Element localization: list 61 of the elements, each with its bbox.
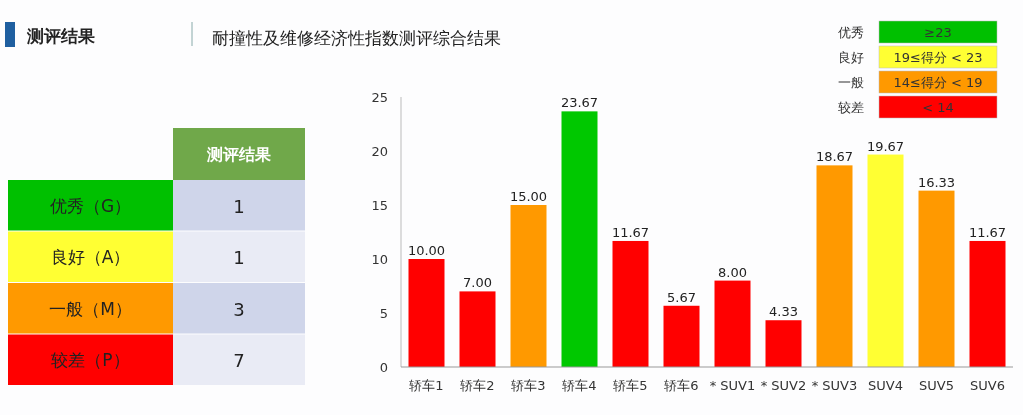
text: ≥23 — [924, 25, 952, 40]
x-tick-label: 轿车3 — [511, 378, 546, 393]
y-tick-label: 25 — [371, 90, 388, 105]
category-label: 较差 — [838, 100, 864, 115]
data-label: 18.67 — [815, 149, 854, 165]
bar — [561, 111, 598, 367]
data-label: 7 — [233, 350, 245, 372]
data-label: 3 — [233, 298, 245, 320]
bar — [816, 165, 853, 367]
bar — [663, 305, 700, 367]
data-label: 8.00 — [718, 264, 747, 280]
data-label: 7.00 — [463, 275, 492, 291]
category-label: 较差（P） — [51, 350, 130, 371]
data-label: 1 — [233, 195, 245, 217]
y-tick-label: 15 — [371, 198, 388, 213]
x-tick-label: SUV5 — [919, 378, 954, 393]
category-label: 良好（A） — [50, 247, 131, 268]
text: 测评结果 — [206, 145, 272, 164]
bar — [459, 291, 496, 367]
y-tick-label: 5 — [379, 306, 388, 321]
x-tick-label: 轿车2 — [460, 378, 495, 393]
data-label: 10.00 — [407, 243, 446, 258]
x-tick-label: 轿车1 — [409, 378, 444, 393]
data-label: 23.67 — [560, 95, 599, 111]
x-tick-label: 轿车5 — [613, 378, 648, 393]
bar — [969, 240, 1006, 367]
category-label: 优秀 — [838, 25, 864, 40]
data-label: 16.33 — [917, 174, 956, 190]
bar — [408, 259, 445, 367]
x-tick-label: SUV6 — [970, 378, 1005, 393]
x-tick-label: * SUV2 — [760, 378, 807, 393]
bar — [510, 205, 547, 367]
data-label: 19.67 — [866, 138, 905, 154]
bar — [918, 190, 955, 367]
annotation: < 14 — [922, 100, 954, 115]
text: 14≤得分 < 19 — [893, 75, 983, 90]
x-tick-label: SUV4 — [868, 378, 903, 393]
x-tick-label: * SUV3 — [811, 378, 858, 393]
y-tick-label: 20 — [371, 144, 388, 159]
bar — [612, 240, 649, 367]
y-tick-label: 10 — [371, 252, 388, 267]
data-label: 11.67 — [611, 224, 650, 240]
data-label: 5.67 — [667, 289, 696, 305]
text: 19≤得分 < 23 — [893, 50, 983, 65]
category-label: 良好 — [838, 50, 864, 65]
data-label: 1 — [233, 247, 245, 269]
data-label: 15.00 — [509, 189, 548, 204]
category-label: 一般 — [838, 75, 864, 90]
text: 测评结果 — [26, 26, 96, 46]
bar — [765, 320, 802, 367]
x-tick-label: 轿车6 — [664, 378, 699, 393]
bar — [867, 154, 904, 367]
data-label: 11.67 — [968, 224, 1007, 240]
category-label: 优秀（G） — [49, 195, 132, 216]
bar — [714, 280, 751, 367]
data-label: 4.33 — [769, 304, 798, 320]
chart-title: 耐撞性及维修经济性指数测评综合结果 — [212, 28, 501, 48]
y-tick-label: 0 — [379, 360, 388, 375]
x-tick-label: 轿车4 — [562, 378, 597, 393]
category-label: 一般（M） — [49, 298, 132, 319]
x-tick-label: * SUV1 — [709, 378, 756, 393]
